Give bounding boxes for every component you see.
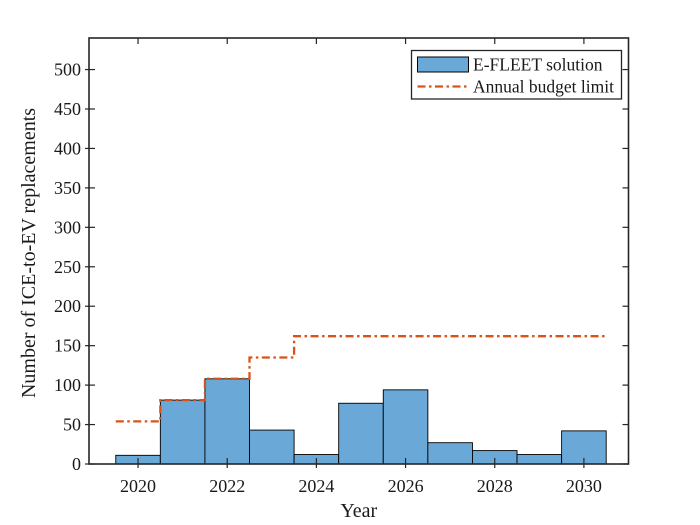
bar-2026 [382, 389, 429, 465]
y-axis-label: Number of ICE-to-EV replacements [18, 108, 40, 398]
bar-2029 [516, 454, 563, 465]
legend: E-FLEET solution Annual budget limit [410, 49, 623, 100]
x-tick-label-2024: 2024 [298, 476, 334, 496]
budget-limit-line [115, 335, 607, 423]
x-tick-label-2020: 2020 [120, 476, 156, 496]
axes-group [85, 37, 630, 468]
y-tick-label-400: 400 [54, 138, 81, 158]
bar-2027 [427, 442, 473, 465]
bar-2023 [249, 429, 295, 465]
y-tick-label-450: 450 [54, 99, 81, 119]
x-axis-label: Year [340, 500, 377, 522]
bar-2025 [338, 402, 384, 465]
bar-2022 [204, 378, 250, 465]
x-tick-label-2028: 2028 [477, 476, 513, 496]
x-tick-label-2030: 2030 [566, 476, 602, 496]
legend-bar-swatch [417, 56, 469, 73]
x-tick-label-2026: 2026 [388, 476, 424, 496]
y-tick-label-100: 100 [54, 375, 81, 395]
y-tick-label-150: 150 [54, 336, 81, 356]
y-tick-label-500: 500 [54, 60, 81, 80]
y-tick-label-50: 50 [63, 415, 81, 435]
y-tick-label-300: 300 [54, 217, 81, 237]
bar-2021 [159, 399, 206, 465]
y-tick-label-350: 350 [54, 178, 81, 198]
y-tick-label-200: 200 [54, 296, 81, 316]
y-tick-label-0: 0 [72, 454, 81, 474]
x-tick-label-2022: 2022 [209, 476, 245, 496]
budget-line-group [115, 335, 607, 423]
y-tick-label-250: 250 [54, 257, 81, 277]
bars-group [115, 378, 607, 465]
legend-label-budget: Annual budget limit [473, 77, 614, 97]
plot-border [88, 37, 630, 465]
legend-label-efleet: E-FLEET solution [473, 55, 603, 75]
tick-labels-group: 2020 2022 2024 2026 2028 2030 0 50 100 150 200 250 3… [54, 60, 602, 496]
